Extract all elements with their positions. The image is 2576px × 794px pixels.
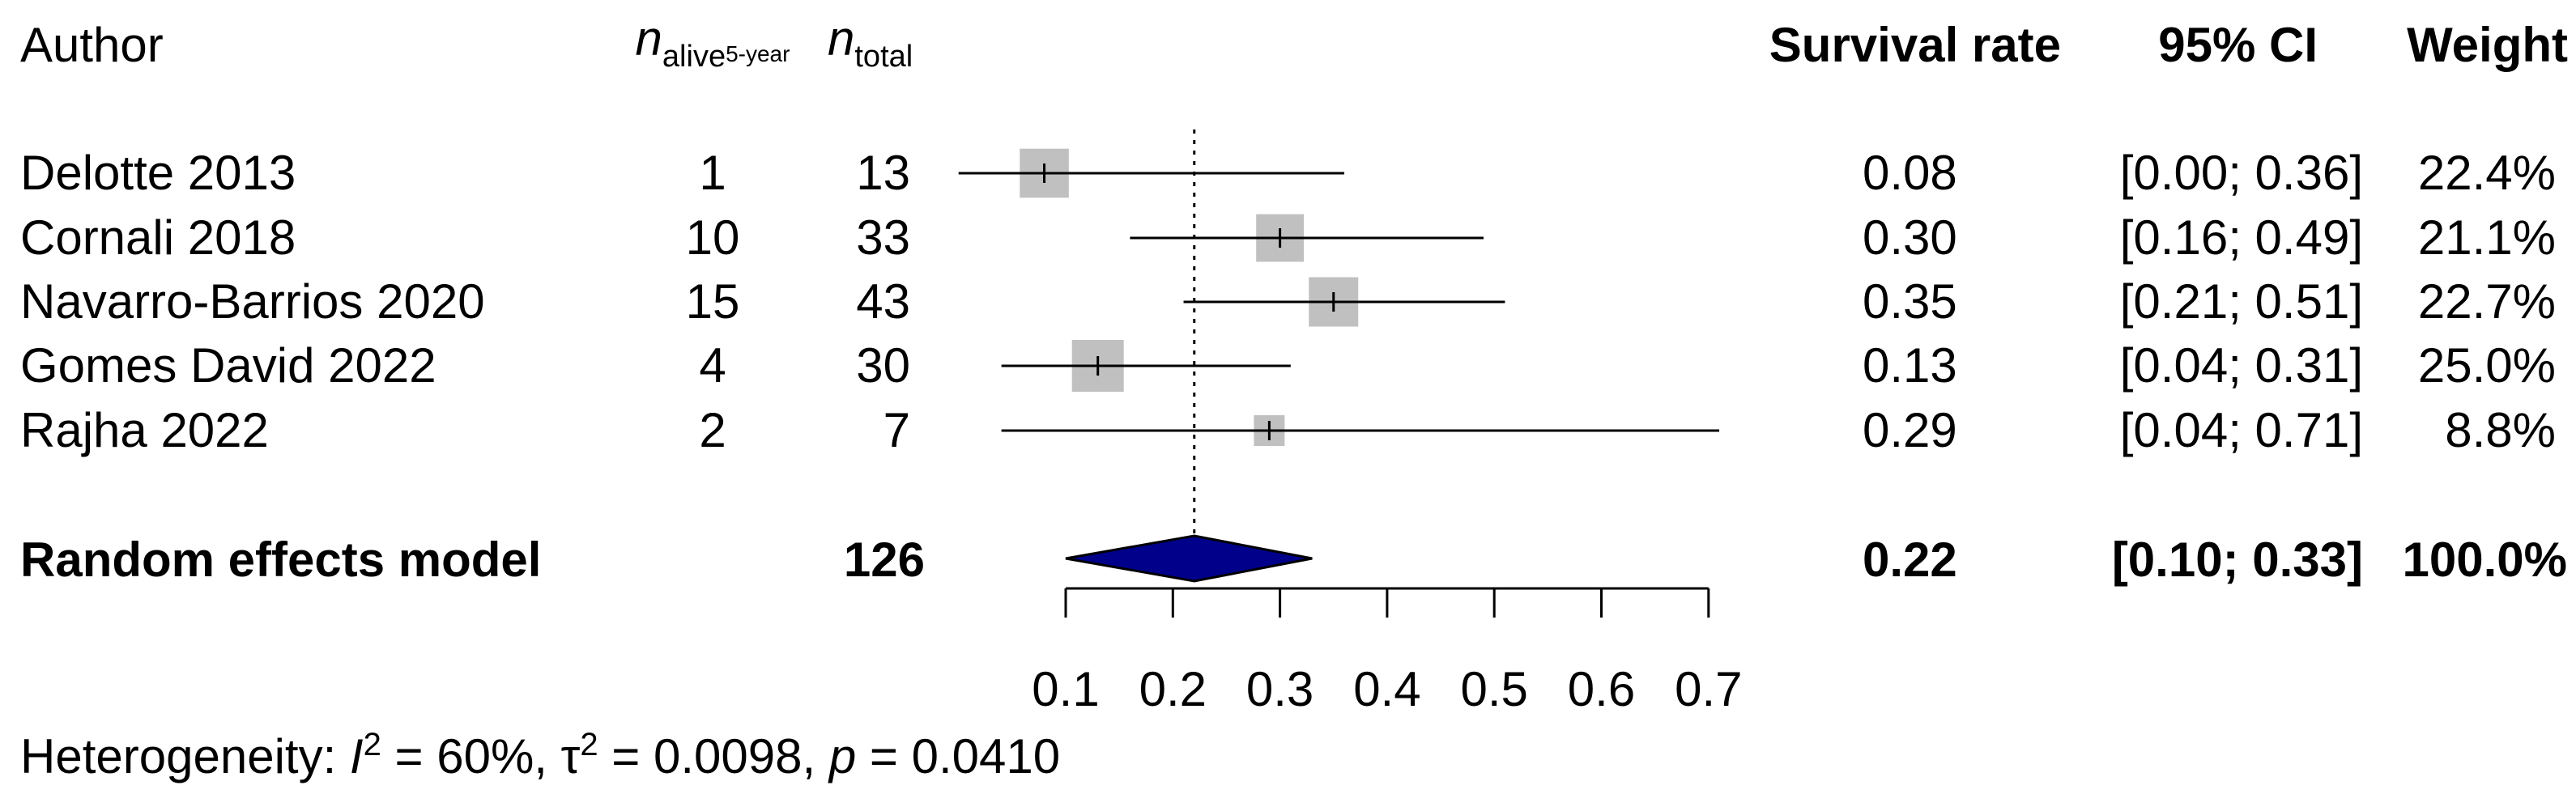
header-n-alive-symbol: n: [635, 11, 662, 66]
study-weight: 8.8%: [2445, 403, 2556, 457]
study-author: Navarro-Barrios 2020: [20, 274, 485, 329]
study-author: Gomes David 2022: [20, 338, 436, 393]
study-n-total: 33: [856, 210, 910, 265]
study-ci: [0.21; 0.51]: [2119, 274, 2363, 329]
study-n-total: 43: [856, 274, 910, 329]
heterogeneity-i2-exp: 2: [363, 727, 381, 762]
pooled-n-total: 126: [843, 533, 925, 587]
study-ci: [0.00; 0.36]: [2119, 146, 2363, 200]
header-n-alive-subsub: 5-year: [726, 41, 790, 66]
header-survival-rate: Survival rate: [1769, 18, 2061, 72]
header-n-total-sub: total: [854, 40, 913, 74]
study-weight: 21.1%: [2417, 210, 2556, 265]
header-n-alive: nalive5-year: [615, 15, 810, 73]
study-weight: 22.4%: [2417, 146, 2556, 200]
study-rate: 0.30: [1863, 210, 1957, 265]
header-author: Author: [20, 18, 164, 72]
study-rate: 0.29: [1863, 403, 1957, 457]
x-tick-label: 0.3: [1246, 662, 1314, 716]
x-tick-label: 0.2: [1139, 662, 1207, 716]
pooled-rate: 0.22: [1863, 533, 1957, 587]
x-tick-label: 0.4: [1353, 662, 1420, 716]
study-n-alive: 10: [685, 210, 740, 265]
header-ci: 95% CI: [2158, 18, 2318, 72]
study-n-total: 30: [856, 338, 910, 393]
x-tick-label: 0.6: [1568, 662, 1635, 716]
heterogeneity-tau-symbol: τ: [560, 729, 581, 783]
header-n-total: ntotal: [828, 15, 913, 73]
pooled-label: Random effects model: [20, 533, 542, 587]
study-rate: 0.35: [1863, 274, 1957, 329]
x-tick-label: 0.5: [1460, 662, 1527, 716]
study-rate: 0.08: [1863, 146, 1957, 200]
study-ci: [0.16; 0.49]: [2119, 210, 2363, 265]
study-weight: 25.0%: [2417, 338, 2556, 393]
study-n-alive: 15: [685, 274, 740, 329]
study-n-alive: 4: [699, 338, 726, 393]
heterogeneity-tau-exp: 2: [580, 727, 598, 762]
study-ci: [0.04; 0.31]: [2119, 338, 2363, 393]
study-ci: [0.04; 0.71]: [2119, 403, 2363, 457]
study-n-alive: 1: [699, 146, 726, 200]
study-n-alive: 2: [699, 403, 726, 457]
heterogeneity-i2-value: = 60%,: [381, 729, 561, 783]
pooled-ci: [0.10; 0.33]: [2111, 533, 2363, 587]
heterogeneity-text: Heterogeneity: I2 = 60%, τ2 = 0.0098, p …: [20, 728, 1061, 783]
header-n-total-symbol: n: [828, 11, 855, 66]
heterogeneity-prefix: Heterogeneity:: [20, 729, 350, 783]
heterogeneity-p-value: = 0.0410: [856, 729, 1061, 783]
study-n-total: 7: [883, 403, 910, 457]
study-author: Cornali 2018: [20, 210, 296, 265]
header-weight: Weight: [2407, 18, 2568, 72]
study-author: Delotte 2013: [20, 146, 296, 200]
heterogeneity-tau-value: = 0.0098,: [598, 729, 829, 783]
heterogeneity-i2-symbol: I: [349, 729, 364, 783]
pooled-diamond: [1065, 534, 1313, 583]
header-n-alive-sub: alive: [662, 40, 726, 74]
x-tick-label: 0.7: [1675, 662, 1742, 716]
study-rate: 0.13: [1863, 338, 1957, 393]
study-n-total: 13: [856, 146, 910, 200]
pooled-weight: 100.0%: [2402, 533, 2568, 587]
heterogeneity-p-symbol: p: [828, 729, 857, 783]
study-author: Rajha 2022: [20, 403, 269, 457]
x-tick-label: 0.1: [1032, 662, 1099, 716]
study-weight: 22.7%: [2417, 274, 2556, 329]
